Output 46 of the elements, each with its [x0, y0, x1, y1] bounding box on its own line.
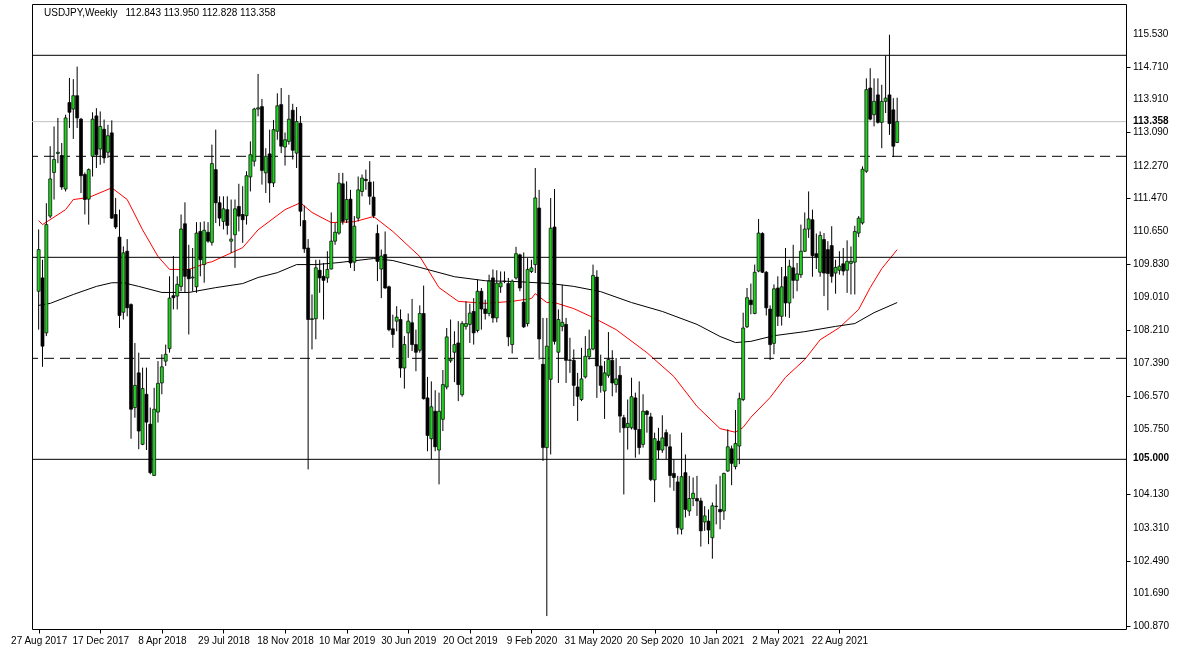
y-tick-label: 107.390 — [1133, 356, 1170, 368]
ref-line-label: 105.000 — [1133, 452, 1170, 464]
candlestick — [729, 445, 734, 486]
y-tick-label: 110.650 — [1133, 225, 1169, 237]
y-tick-label: 111.470 — [1133, 191, 1169, 203]
x-tick-label: 17 Dec 2017 — [72, 634, 130, 646]
y-tick-label: 102.490 — [1133, 554, 1170, 566]
chart-title: USDJPY,Weekly — [44, 7, 118, 18]
candlestick — [872, 77, 876, 127]
candlestick — [895, 97, 900, 144]
y-tick-label: 103.310 — [1133, 521, 1170, 533]
x-tick-label: 10 Jan 2021 — [689, 634, 745, 646]
candlestick — [706, 508, 711, 545]
x-tick-label: 20 Oct 2019 — [443, 634, 499, 646]
candlestick — [71, 78, 76, 140]
x-tick-label: 20 Sep 2020 — [626, 634, 684, 646]
x-tick-label: 9 Feb 2020 — [506, 634, 558, 646]
x-tick-label: 31 May 2020 — [564, 634, 623, 646]
x-tick-label: 27 Aug 2017 — [11, 634, 68, 646]
chart-subtitle: 112.843 113.950 112.828 113.358 — [125, 7, 276, 18]
x-tick-label: 2 May 2021 — [752, 634, 805, 646]
x-tick-label: 22 Aug 2021 — [811, 634, 869, 646]
y-tick-label: 108.210 — [1133, 323, 1170, 335]
x-tick-label: 18 Nov 2018 — [257, 634, 315, 646]
y-tick-label: 113.090 — [1133, 126, 1169, 138]
candlestick — [826, 240, 830, 311]
y-tick-label: 113.910 — [1133, 93, 1169, 105]
ref-line-label: 113.358 — [1133, 114, 1170, 126]
y-tick-label: 115.530 — [1133, 27, 1169, 39]
y-tick-label: 101.690 — [1133, 587, 1170, 599]
line-series — [38, 187, 898, 433]
y-tick-label: 106.570 — [1133, 389, 1170, 401]
x-tick-label: 30 Jun 2019 — [381, 634, 437, 646]
x-tick-label: 8 Apr 2018 — [138, 634, 187, 646]
x-tick-label: 10 Mar 2019 — [319, 634, 376, 646]
x-tick-label: 29 Jul 2018 — [198, 634, 251, 646]
y-tick-label: 105.750 — [1133, 423, 1170, 435]
y-tick-label: 109.830 — [1133, 258, 1170, 270]
candlestick — [718, 475, 722, 530]
y-tick-label: 100.870 — [1133, 620, 1170, 632]
y-tick-label: 112.270 — [1133, 159, 1169, 171]
y-tick-label: 114.710 — [1133, 61, 1169, 73]
y-tick-label: 104.130 — [1133, 488, 1170, 500]
y-tick-label: 109.010 — [1133, 291, 1170, 303]
candlestick — [467, 303, 472, 344]
candlestick — [479, 287, 484, 331]
